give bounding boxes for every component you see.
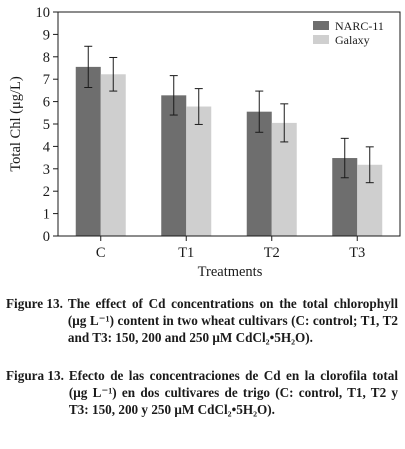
error-bar-narc-11-c (84, 45, 93, 88)
bar-narc-11-t1 (161, 95, 187, 236)
y-tick-label-1: 1 (43, 207, 50, 223)
x-tick-label-c: C (96, 245, 106, 261)
y-tick-label-6: 6 (43, 95, 50, 111)
error-bar-narc-11-t3 (340, 137, 349, 179)
y-tick-label-5: 5 (43, 117, 50, 133)
caption-label-english: Figure 13. (6, 296, 63, 311)
y-tick-label-0: 0 (43, 229, 50, 245)
error-bar-galaxy-c (109, 56, 118, 92)
bar-galaxy-t1 (186, 106, 212, 236)
caption-text-english: The effect of Cd concentrations on the t… (67, 296, 398, 345)
legend-swatch-galaxy (313, 35, 329, 44)
x-axis-label: Treatments (198, 264, 263, 280)
x-tick-label-t3: T3 (349, 245, 365, 261)
error-bar-galaxy-t2 (280, 103, 289, 143)
axes-layer: C T1 T2 T3 0 1 2 3 4 5 6 7 8 9 10 (36, 5, 401, 261)
error-bar-galaxy-t1 (194, 88, 203, 125)
error-bar-narc-11-t1 (169, 75, 178, 116)
caption-text-spanish: Efecto de las concentraciones de Cd en l… (68, 368, 398, 417)
legend-swatch-narc-11 (313, 21, 329, 30)
legend-label-galaxy: Galaxy (335, 33, 370, 47)
bar-narc-11-c (75, 66, 101, 236)
error-bar-narc-11-t2 (255, 90, 264, 133)
error-bars-layer (84, 45, 374, 184)
y-tick-label-7: 7 (43, 72, 50, 88)
error-bar-galaxy-t3 (365, 146, 374, 184)
y-axis-label: Total Chl (μg/L) (8, 76, 24, 172)
y-tick-label-4: 4 (43, 139, 51, 155)
y-tick-label-10: 10 (36, 5, 51, 21)
y-tick-label-3: 3 (43, 162, 50, 178)
legend-label-narc-11: NARC-11 (335, 19, 384, 33)
y-tick-label-8: 8 (43, 50, 50, 66)
figure-caption-spanish: Figura 13. Efecto de las concentraciones… (6, 367, 398, 418)
bars-layer (75, 66, 383, 236)
y-tick-label-9: 9 (43, 27, 50, 43)
figure-caption-english: Figure 13. The effect of Cd concentratio… (6, 295, 398, 346)
bar-galaxy-c (100, 74, 126, 236)
y-tick-label-2: 2 (43, 184, 50, 200)
caption-label-spanish: Figura 13. (6, 368, 64, 383)
x-tick-label-t2: T2 (264, 245, 280, 261)
x-tick-label-t1: T1 (178, 245, 194, 261)
